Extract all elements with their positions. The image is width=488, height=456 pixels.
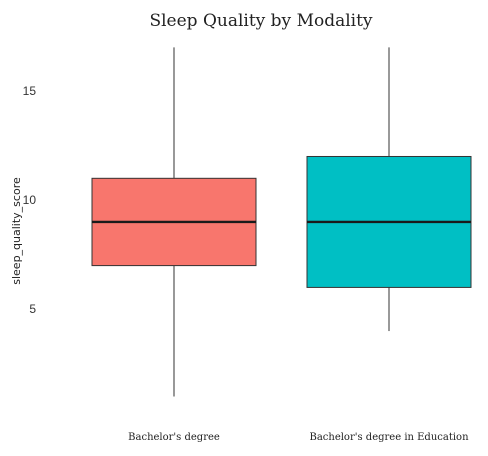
y-tick-label: 10 <box>23 193 37 207</box>
y-tick-label: 5 <box>29 302 36 316</box>
y-axis-title: sleep_quality_score <box>10 177 23 285</box>
plot-area: 5 10 15 Bachelor's degree Bachelor's degree … <box>23 47 472 443</box>
x-category-label: Bachelor's degree in Education <box>309 432 469 443</box>
y-tick-label: 15 <box>23 84 37 98</box>
x-category-label: Bachelor's degree <box>128 432 220 443</box>
chart-title: Sleep Quality by Modality <box>149 11 372 31</box>
